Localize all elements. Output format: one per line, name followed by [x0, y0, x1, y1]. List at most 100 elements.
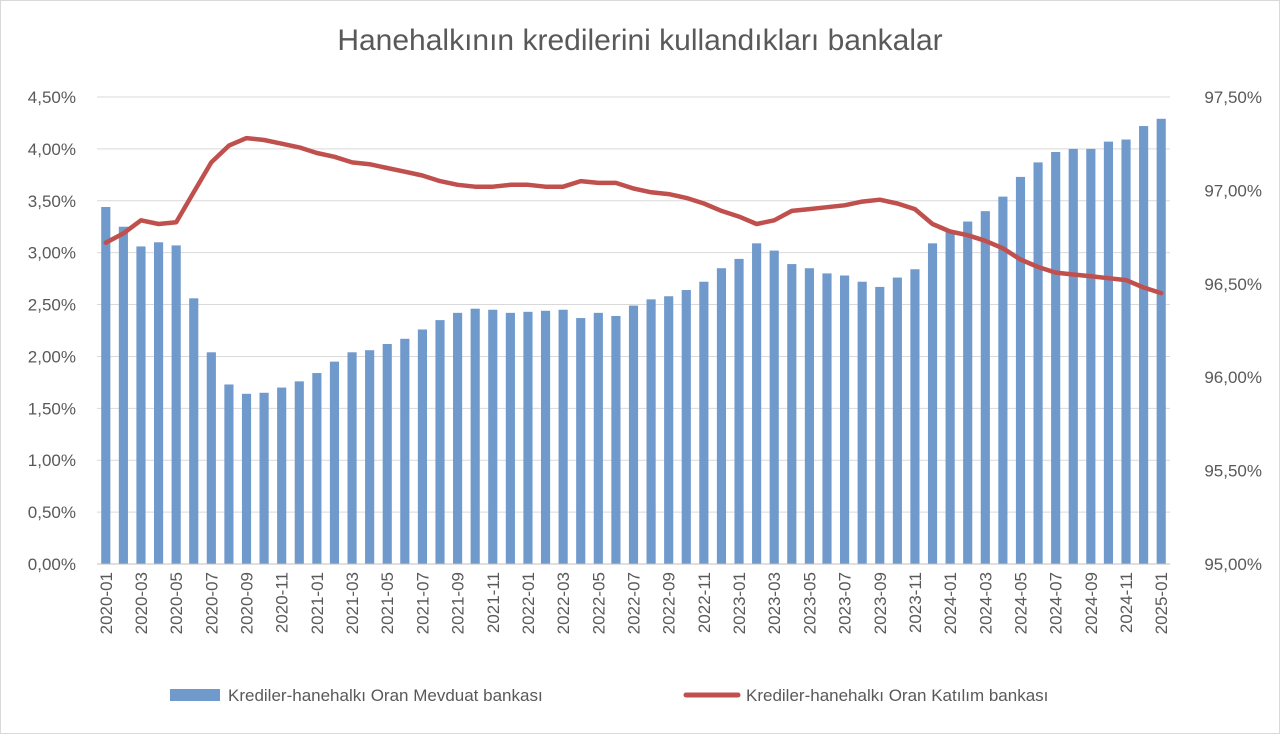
bar — [206, 352, 216, 564]
bar — [540, 310, 551, 564]
bar — [769, 250, 779, 564]
x-axis: 2020-01 2020-03 2020-05 2020-07 2020-09 2020-… — [97, 563, 1171, 634]
bar — [312, 373, 322, 564]
bar — [699, 281, 709, 564]
series-line — [103, 135, 1164, 296]
bar — [136, 246, 146, 564]
bar — [628, 305, 639, 564]
bar — [1033, 162, 1043, 564]
x-tick-label: 2023-03 — [765, 572, 784, 634]
x-tick-label: 2020-01 — [97, 572, 116, 634]
bar — [329, 361, 340, 564]
x-tick-label: 2023-07 — [836, 572, 855, 634]
bar — [558, 309, 568, 564]
bar — [945, 231, 955, 564]
bar — [927, 243, 938, 564]
x-tick-label: 2023-09 — [871, 572, 890, 634]
x-tick-label: 2021-03 — [343, 572, 362, 634]
bar — [347, 352, 357, 564]
x-tick-label: 2021-11 — [484, 572, 503, 633]
bar — [435, 320, 445, 564]
bar — [804, 268, 814, 564]
legend-swatch-mevduat — [170, 689, 220, 701]
bar — [576, 318, 586, 564]
bar — [646, 299, 656, 564]
y-right-tick-label: 95,50% — [1204, 462, 1262, 481]
x-tick-label: 2022-01 — [519, 572, 538, 634]
x-tick-label: 2024-11 — [1117, 572, 1136, 633]
bar — [787, 264, 797, 564]
y-left-tick-label: 2,00% — [28, 347, 76, 366]
bar — [822, 273, 832, 564]
x-tick-label: 2021-09 — [449, 572, 468, 634]
x-tick-label: 2021-07 — [413, 572, 432, 634]
x-tick-label: 2022-07 — [625, 572, 644, 634]
x-tick-label: 2024-05 — [1012, 572, 1031, 634]
bar — [523, 311, 533, 564]
legend-label-katilim: Krediler-hanehalkı Oran Katılım bankası — [746, 686, 1048, 705]
x-tick-label: 2021-05 — [378, 572, 397, 634]
bar — [664, 296, 674, 564]
bar-series-mevduat — [101, 118, 1166, 565]
bar — [277, 387, 287, 564]
bar — [1139, 126, 1149, 565]
x-tick-label: 2020-07 — [202, 572, 221, 634]
line-series-katilim — [103, 135, 1164, 296]
y-right-tick-label: 95,00% — [1204, 555, 1262, 574]
y-right-tick-label: 97,50% — [1204, 88, 1262, 107]
y-left-tick-label: 3,00% — [28, 244, 76, 263]
bar — [1156, 118, 1166, 564]
y-right-tick-label: 96,00% — [1204, 368, 1262, 387]
bar — [101, 207, 111, 564]
bar — [1051, 152, 1061, 564]
x-tick-label: 2020-03 — [132, 572, 151, 634]
x-tick-label: 2023-05 — [800, 572, 819, 634]
x-tick-label: 2021-01 — [308, 572, 327, 634]
x-tick-label: 2024-09 — [1082, 572, 1101, 634]
bar — [470, 308, 480, 564]
bar — [1068, 148, 1078, 564]
bar — [1121, 139, 1131, 564]
y-left-tick-label: 2,50% — [28, 296, 76, 315]
bar — [382, 343, 392, 564]
bar — [365, 350, 375, 564]
bar — [189, 298, 199, 564]
x-tick-label: 2022-11 — [695, 572, 714, 633]
bar — [294, 381, 304, 564]
legend-label-mevduat: Krediler-hanehalkı Oran Mevduat bankası — [228, 686, 543, 705]
bar — [118, 226, 128, 564]
x-tick-label: 2023-11 — [906, 572, 925, 633]
bar — [752, 243, 762, 564]
x-tick-label: 2022-09 — [660, 572, 679, 634]
y-left-tick-label: 4,50% — [28, 88, 76, 107]
bar — [453, 312, 463, 564]
x-tick-label: 2023-01 — [730, 572, 749, 634]
y-left-tick-label: 0,00% — [28, 555, 76, 574]
x-tick-label: 2025-01 — [1152, 572, 1171, 634]
bar — [857, 281, 867, 564]
bar — [1015, 176, 1026, 565]
y-right-tick-label: 97,00% — [1204, 181, 1262, 200]
bar — [963, 221, 973, 565]
x-tick-label: 2022-03 — [554, 572, 573, 634]
bar — [224, 384, 234, 564]
y-left-tick-label: 1,50% — [28, 399, 76, 418]
chart-title: Hanehalkının kredilerini kullandıkları b… — [337, 24, 943, 57]
bar — [892, 277, 902, 564]
bar — [241, 393, 252, 564]
bar — [681, 290, 691, 564]
bar — [417, 329, 427, 564]
bar — [611, 315, 621, 564]
y-left-tick-label: 1,00% — [28, 451, 76, 470]
x-tick-label: 2020-11 — [273, 572, 292, 633]
bar — [910, 269, 920, 564]
x-tick-label: 2020-05 — [167, 572, 186, 634]
y-right-tick-label: 96,50% — [1204, 275, 1262, 294]
bar — [875, 286, 885, 564]
bar — [153, 242, 164, 565]
bar — [400, 338, 410, 564]
x-tick-label: 2022-05 — [589, 572, 608, 634]
y-axis-right: 95,00% 95,50% 96,00% 96,50% 97,00% 97,50% — [1204, 88, 1262, 574]
bar — [488, 309, 498, 564]
x-tick-label: 2020-09 — [238, 572, 257, 634]
